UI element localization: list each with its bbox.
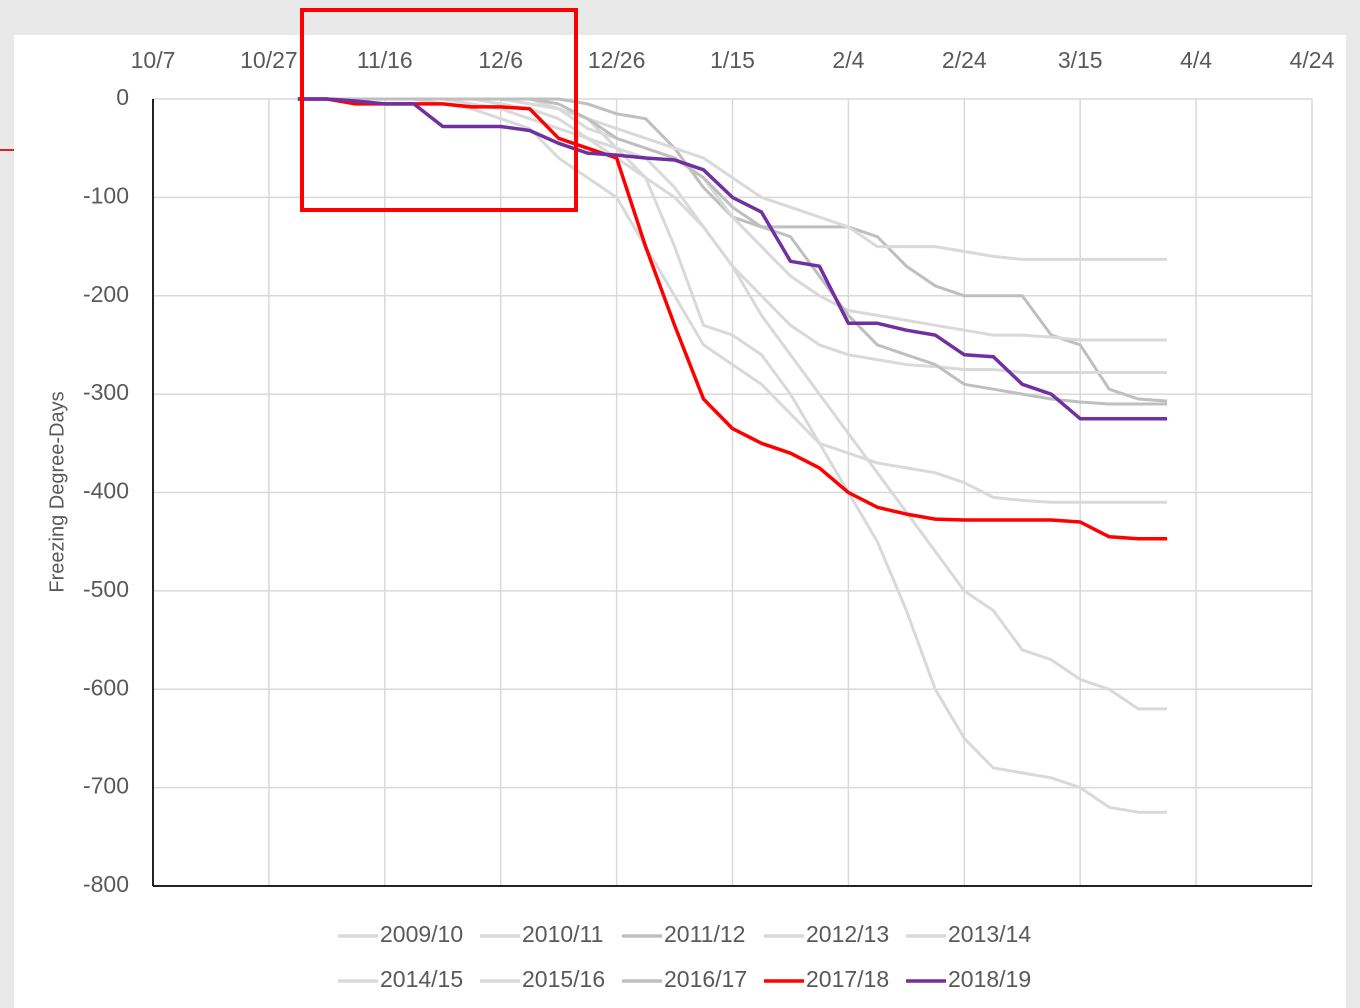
x-tick-label: 12/6 <box>478 47 523 73</box>
legend-label: 2009/10 <box>380 921 463 947</box>
y-tick-label: -300 <box>83 379 129 405</box>
legend-label: 2011/12 <box>664 921 745 947</box>
y-tick-label: -500 <box>83 576 129 602</box>
legend-label: 2016/17 <box>664 966 747 992</box>
y-tick-label: -600 <box>83 674 129 700</box>
x-tick-label: 4/4 <box>1180 47 1212 73</box>
legend-label: 2013/14 <box>948 921 1031 947</box>
y-tick-label: -700 <box>83 773 129 799</box>
highlight-box <box>300 8 578 212</box>
y-tick-label: -100 <box>83 182 129 208</box>
x-tick-label: 10/7 <box>131 47 176 73</box>
x-tick-label: 11/16 <box>357 47 413 73</box>
legend-label: 2010/11 <box>522 921 603 947</box>
x-tick-label: 1/15 <box>710 47 755 73</box>
x-tick-label: 12/26 <box>588 47 646 73</box>
x-tick-label: 2/24 <box>942 47 987 73</box>
series-line <box>297 97 1168 421</box>
x-tick-label: 2/4 <box>832 47 864 73</box>
y-tick-label: 0 <box>116 84 129 110</box>
y-tick-label: -400 <box>83 478 129 504</box>
y-tick-label: -800 <box>83 871 129 897</box>
x-tick-label: 4/24 <box>1290 47 1335 73</box>
legend-label: 2014/15 <box>380 966 463 992</box>
legend-label: 2012/13 <box>806 921 889 947</box>
x-tick-label: 10/27 <box>240 47 298 73</box>
y-axis-label: Freezing Degree-Days <box>46 391 68 592</box>
series-line <box>297 97 1168 541</box>
legend-label: 2018/19 <box>948 966 1031 992</box>
legend-label: 2017/18 <box>806 966 889 992</box>
legend-label: 2015/16 <box>522 966 605 992</box>
series-line <box>297 97 1168 406</box>
chart-panel <box>14 35 1346 1008</box>
x-tick-label: 3/15 <box>1058 47 1103 73</box>
y-tick-label: -200 <box>83 281 129 307</box>
